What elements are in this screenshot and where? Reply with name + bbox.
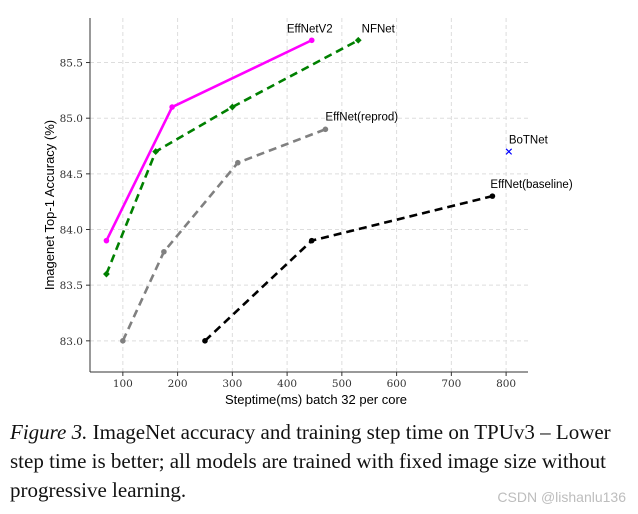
x-tick-label-3: 400 — [277, 378, 297, 390]
series-line-effnet-baseline — [204, 194, 493, 342]
figure-label: Figure 3. — [10, 420, 88, 444]
point-nfnet-2 — [228, 103, 236, 111]
annotation-layer: EffNetV2 NFNet EffNet(reprod) BoTNet EffNet(… — [287, 23, 573, 191]
series-line-effnet-reprod — [121, 128, 326, 342]
point-effnet-baseline-0 — [202, 338, 208, 344]
point-effnet-baseline-1 — [308, 237, 315, 244]
point-effnetv2-0 — [103, 237, 110, 244]
series-layer — [103, 36, 513, 344]
axes: 100 200 300 400 500 600 700 800 83.0 83.5 84.0 84.5… — [60, 18, 528, 390]
y-axis-label: Imagenet Top-1 Accuracy (%) — [42, 120, 57, 290]
watermark: CSDN @lishanlu136 — [497, 489, 626, 505]
point-effnetv2-1 — [169, 104, 175, 110]
x-tick-label-0: 100 — [113, 378, 133, 390]
point-effnet-reprod-2 — [235, 159, 241, 166]
annotation-effnet-baseline: EffNet(baseline) — [490, 179, 572, 191]
figure-caption: Figure 3. ImageNet accuracy and training… — [10, 418, 632, 505]
series-line-effnetv2 — [105, 39, 313, 242]
y-tick-label-5: 85.5 — [60, 58, 83, 70]
point-effnetv2-2 — [308, 37, 315, 44]
y-tick-label-4: 85.0 — [60, 113, 83, 125]
point-effnet-baseline-2 — [489, 193, 496, 199]
point-botnet-0 — [505, 148, 513, 155]
point-nfnet-3 — [354, 36, 362, 44]
point-effnet-reprod-3 — [322, 126, 329, 133]
x-tick-label-2: 300 — [222, 378, 242, 390]
series-line-nfnet — [105, 39, 359, 275]
annotation-botnet: BoTNet — [509, 135, 549, 147]
y-tick-label-1: 83.5 — [60, 280, 83, 292]
x-tick-label-6: 700 — [441, 378, 461, 390]
point-nfnet-1 — [152, 148, 160, 155]
x-tick-label-5: 600 — [387, 378, 407, 390]
y-tick-label-3: 84.5 — [60, 169, 83, 181]
point-nfnet-0 — [103, 270, 110, 278]
x-tick-label-7: 800 — [496, 378, 516, 390]
caption-text: ImageNet accuracy and training step time… — [10, 420, 611, 502]
y-tick-label-2: 84.0 — [60, 225, 83, 237]
annotation-effnetv2: EffNetV2 — [287, 23, 333, 35]
grid-lines — [90, 18, 528, 372]
y-tick-label-0: 83.0 — [60, 336, 83, 348]
x-axis-label: Steptime(ms) batch 32 per core — [225, 392, 407, 407]
x-tick-label-1: 200 — [168, 378, 188, 390]
accuracy-vs-steptime-chart: 100 200 300 400 500 600 700 800 83.0 83.5 84.0 84.5… — [42, 18, 573, 407]
annotation-effnet-reprod: EffNet(reprod) — [325, 111, 398, 123]
x-tick-label-4: 500 — [332, 378, 352, 390]
annotation-nfnet: NFNet — [362, 23, 396, 35]
point-effnet-reprod-1 — [161, 248, 167, 255]
point-effnet-reprod-0 — [120, 338, 126, 344]
